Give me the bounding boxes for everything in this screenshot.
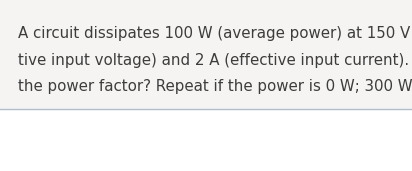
- Text: A circuit dissipates 100 W (average power) at 150 V (effec-: A circuit dissipates 100 W (average powe…: [18, 26, 412, 41]
- Bar: [0, 0, 412, 109]
- Text: tive input voltage) and 2 A (effective input current). What is: tive input voltage) and 2 A (effective i…: [18, 52, 412, 68]
- Text: the power factor? Repeat if the power is 0 W; 300 W.: the power factor? Repeat if the power is…: [18, 79, 412, 94]
